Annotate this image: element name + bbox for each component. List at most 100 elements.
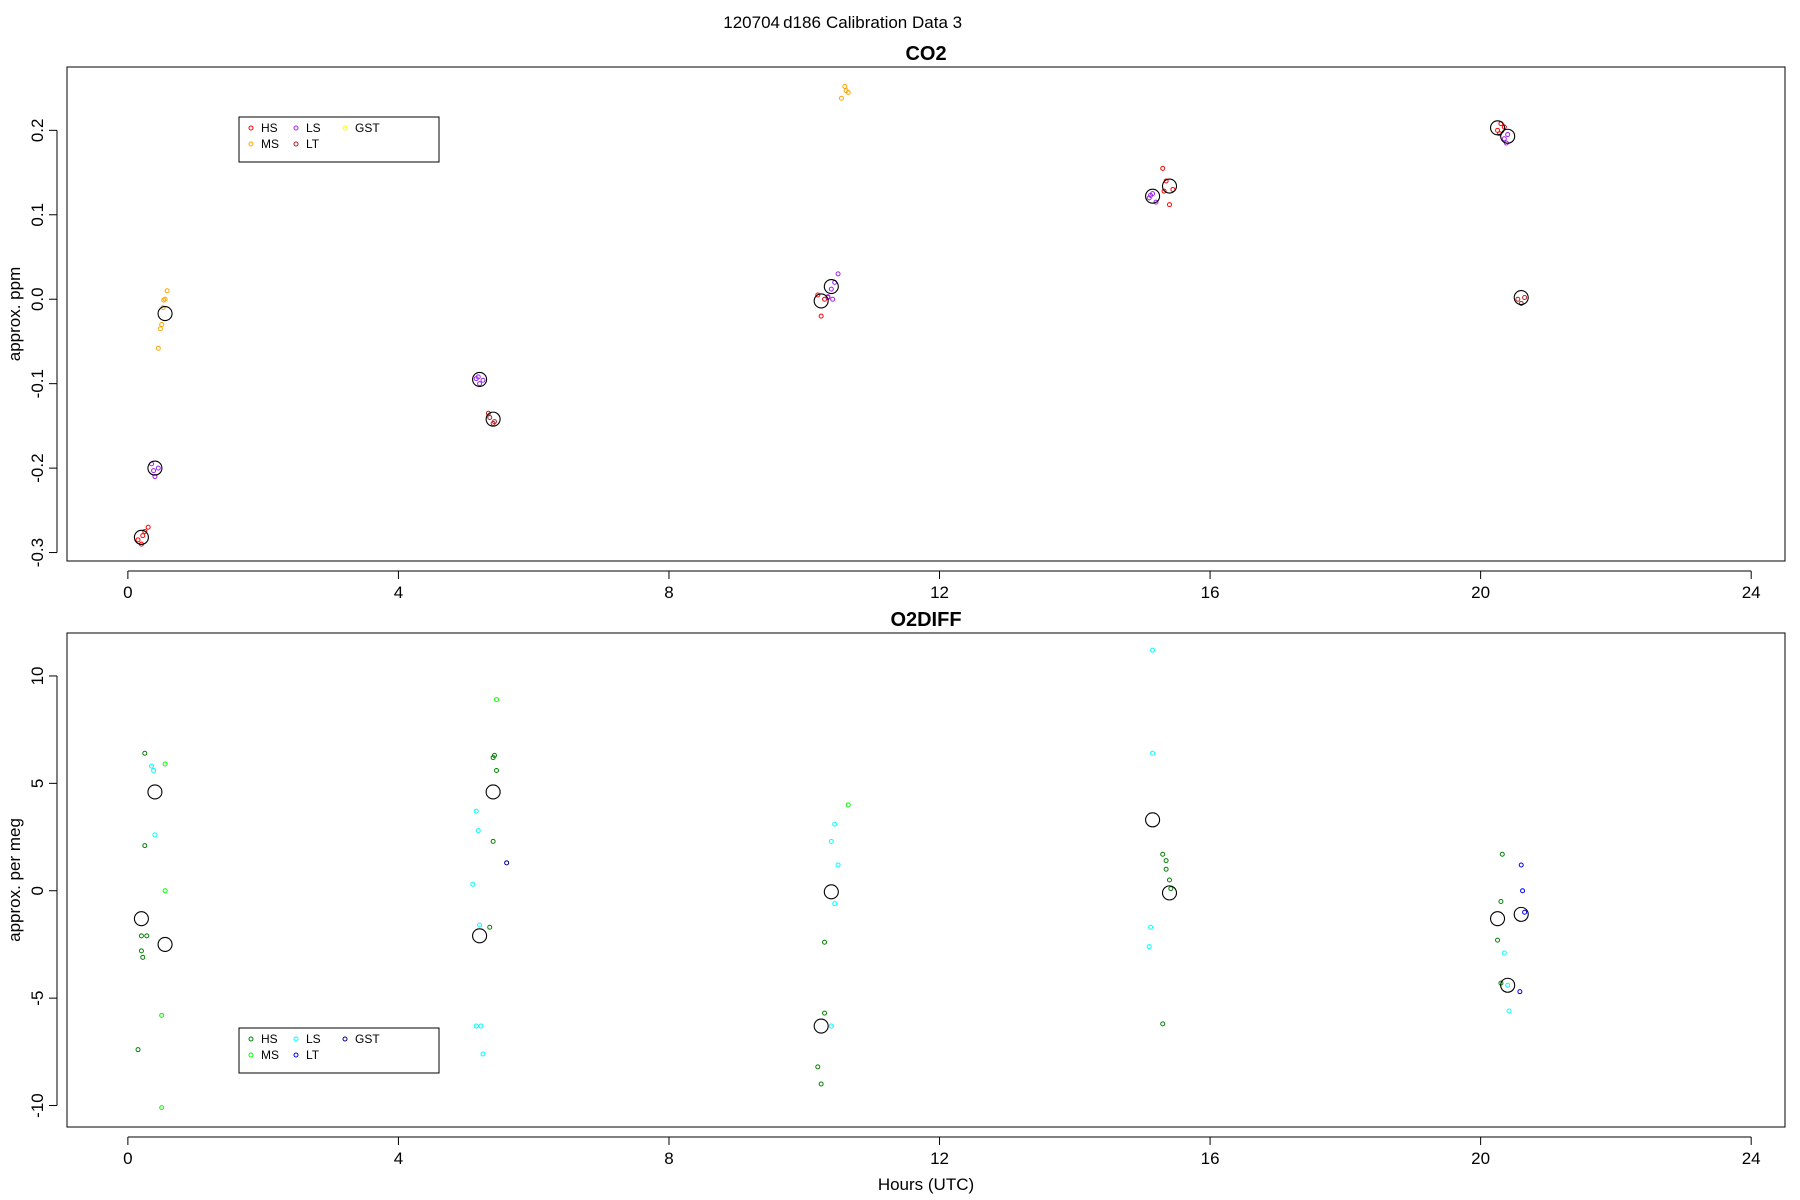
co2-legend: HS MS LS LT GST <box>238 116 440 163</box>
o2diff-point-hs <box>138 933 144 939</box>
o2diff-point-ms <box>494 697 499 703</box>
o2diff-legend-marker <box>248 1036 254 1042</box>
co2-y-tick-label: -0.1 <box>28 369 47 398</box>
o2diff-legend-marker <box>293 1036 299 1042</box>
co2-point-ls <box>1505 132 1511 138</box>
co2-y-tick-label: -0.3 <box>28 538 47 567</box>
o2diff-point-ls <box>1501 950 1507 956</box>
o2diff-point-means <box>1500 977 1516 993</box>
o2diff-legend-box <box>238 1027 440 1074</box>
co2-point-ls <box>152 474 158 480</box>
co2-point-ls <box>828 286 834 292</box>
o2diff-point-ls <box>1148 924 1154 930</box>
co2-point-ms <box>157 326 163 332</box>
co2-point-means <box>1145 188 1161 204</box>
co2-point-ms <box>164 288 170 294</box>
o2diff-y-tick-label: 5 <box>28 779 47 788</box>
co2-point-ms <box>155 345 161 351</box>
co2-point-ls <box>835 271 841 277</box>
co2-y-tick-label: 0.0 <box>28 287 47 311</box>
co2-point-hs <box>1170 186 1176 192</box>
o2diff-legend-label: LT <box>306 1048 320 1062</box>
o2diff-legend-label: HS <box>261 1032 278 1046</box>
o2diff-legend-label: LS <box>306 1032 321 1046</box>
co2-point-ms <box>842 83 848 89</box>
o2diff-point-hs <box>142 843 148 849</box>
co2-legend-marker <box>248 141 254 147</box>
co2-point-means <box>1489 120 1506 136</box>
o2diff-point-ls <box>1150 647 1156 653</box>
o2diff-point-ls <box>473 808 479 814</box>
o2diff-point-ls <box>835 862 841 868</box>
o2diff-point-hs <box>822 1010 828 1016</box>
co2-legend-marker <box>248 125 254 131</box>
co2-point-ls <box>1501 136 1507 142</box>
co2-points <box>133 83 1529 547</box>
o2diff-point-ls <box>1505 982 1511 988</box>
co2-x-tick-label: 20 <box>1471 583 1490 602</box>
co2-legend-label: LT <box>306 137 320 151</box>
o2diff-point-ls <box>832 821 838 827</box>
co2-point-ls <box>830 296 836 302</box>
o2diff-x-tick-label: 4 <box>394 1149 403 1168</box>
o2diff-point-ls <box>828 838 834 844</box>
figure-title-day: d186 <box>783 13 821 32</box>
o2diff-point-hs <box>135 1047 141 1053</box>
co2-point-hs <box>1161 188 1167 194</box>
o2diff-point-hs <box>1160 1021 1166 1027</box>
co2-point-ls <box>1146 195 1152 201</box>
o2diff-point-ls <box>477 922 483 928</box>
o2diff-legend-marker <box>342 1036 348 1042</box>
co2-point-ls <box>155 465 161 471</box>
o2diff-point-ls <box>475 828 481 834</box>
co2-y-tick-label: -0.2 <box>28 453 47 482</box>
co2-x-tick-label: 24 <box>1742 583 1761 602</box>
co2-panel: CO2 approx. ppm 0 4 8 12 16 20 24-0.3-0.2-0.10… <box>5 43 1786 602</box>
o2diff-point-means <box>823 884 839 900</box>
co2-point-hs <box>140 533 146 539</box>
o2diff-point-means <box>1145 812 1161 828</box>
co2-legend-marker <box>342 125 348 131</box>
o2diff-panel: O2DIFF approx. per meg 0 4 8 12 16 20 24-10-50… <box>5 609 1786 1194</box>
o2diff-point-means <box>813 1018 829 1034</box>
o2diff-point-means <box>485 784 501 800</box>
o2diff-point-lt <box>1520 888 1526 894</box>
co2-plot-frame <box>66 66 1786 562</box>
co2-legend-label: GST <box>355 121 380 135</box>
o2diff-point-means <box>157 936 173 952</box>
co2-point-means <box>1161 178 1178 194</box>
x-axis-label: Hours (UTC) <box>878 1175 974 1194</box>
co2-x-tick-label: 12 <box>930 583 949 602</box>
co2-legend-label: HS <box>261 121 278 135</box>
o2diff-axes: 0 4 8 12 16 20 24 -10 -5 0 5 10 <box>28 666 1761 1168</box>
co2-point-ls <box>475 374 481 380</box>
o2diff-legend-label: MS <box>261 1048 279 1062</box>
o2diff-point-means <box>1161 885 1178 901</box>
o2diff-point-hs <box>1163 858 1169 864</box>
co2-point-means <box>1513 289 1529 306</box>
o2diff-legend-label: GST <box>355 1032 380 1046</box>
o2diff-point-gst <box>504 860 510 866</box>
o2diff-point-hs <box>1168 886 1174 892</box>
o2diff-point-lt <box>1517 989 1523 995</box>
co2-point-hs <box>145 524 151 530</box>
o2diff-point-ms <box>845 802 851 808</box>
o2diff-point-ms <box>159 1105 165 1111</box>
o2diff-point-ls <box>470 881 476 887</box>
o2diff-point-ls <box>473 1023 479 1029</box>
co2-panel-title: CO2 <box>905 43 946 65</box>
o2diff-point-ls <box>832 901 838 907</box>
o2diff-point-means <box>147 784 163 800</box>
o2diff-point-hs <box>1160 851 1166 857</box>
o2diff-point-hs <box>1163 866 1169 872</box>
o2diff-point-hs <box>1166 877 1172 883</box>
co2-y-axis-label: approx. ppm <box>5 267 24 362</box>
co2-y-tick-label: 0.2 <box>28 119 47 143</box>
co2-point-means <box>157 306 173 322</box>
o2diff-point-hs <box>144 933 150 939</box>
o2diff-point-hs <box>1499 851 1505 857</box>
co2-x-tick-label: 8 <box>664 583 673 602</box>
o2diff-plot-frame <box>66 632 1786 1128</box>
